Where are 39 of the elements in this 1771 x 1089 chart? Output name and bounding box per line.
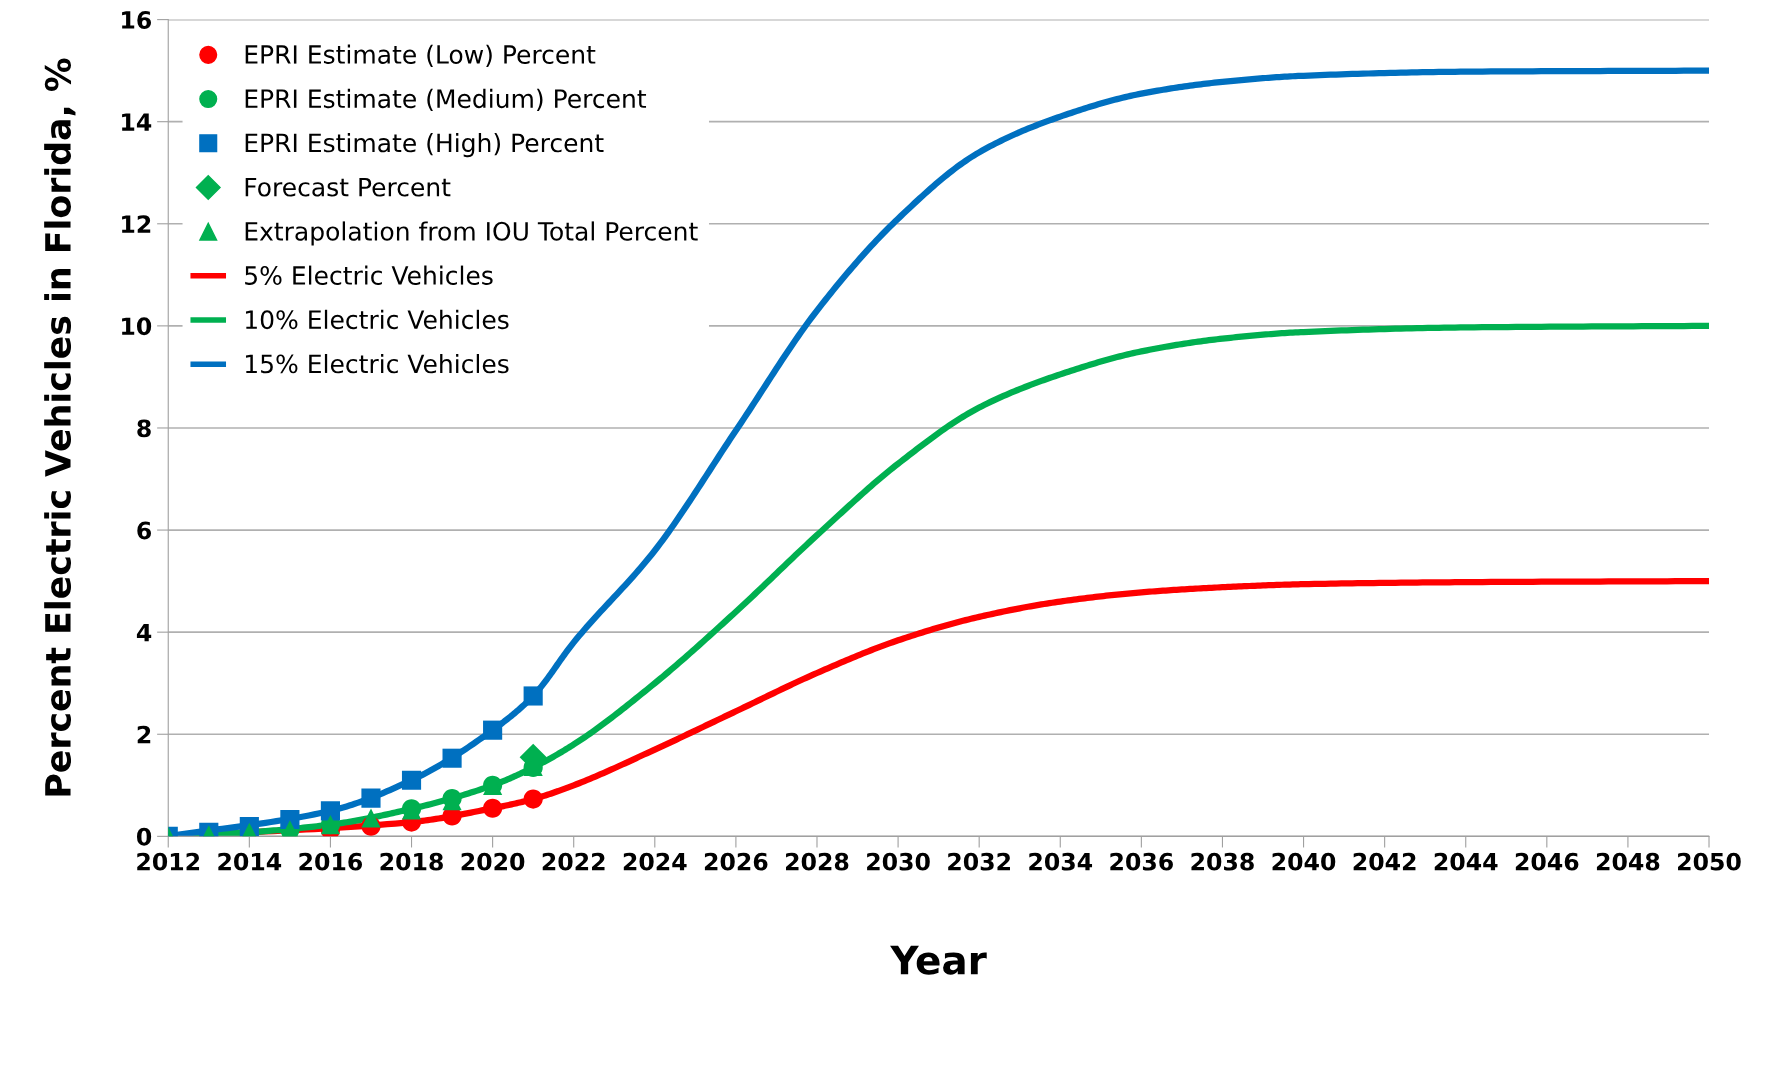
y-tick-label: 0 xyxy=(136,827,152,846)
y-tick-label: 4 xyxy=(136,623,152,642)
legend-label: EPRI Estimate (Low) Percent xyxy=(245,44,596,67)
legend-label: 15% Electric Vehicles xyxy=(245,353,509,374)
y-tick-label: 16 xyxy=(122,11,151,29)
x-tick-label: 2032 xyxy=(948,852,1010,871)
x-tick-label: 2050 xyxy=(1678,852,1741,871)
x-tick-label: 2046 xyxy=(1515,852,1579,871)
x-tick-label: 2038 xyxy=(1191,852,1254,871)
x-tick-label: 2026 xyxy=(704,852,768,871)
y-tick-label: 8 xyxy=(137,419,151,438)
x-tick-label: 2018 xyxy=(380,852,443,871)
y-tick-label: 10 xyxy=(122,317,152,336)
x-tick-label: 2020 xyxy=(461,852,525,871)
x-tick-label: 2016 xyxy=(299,852,363,871)
x-tick-label: 2024 xyxy=(623,852,687,871)
legend-label: 10% Electric Vehicles xyxy=(245,309,509,330)
legend-label: Extrapolation from IOU Total Percent xyxy=(245,221,698,246)
x-tick-label: 2044 xyxy=(1434,852,1498,871)
x-tick-label: 2028 xyxy=(786,852,849,871)
y-axis-title: Percent Electric Vehicles in Florida, % xyxy=(44,58,76,796)
x-tick-label: 2034 xyxy=(1029,852,1093,871)
x-tick-label: 2040 xyxy=(1272,852,1336,871)
y-tick-label: 6 xyxy=(137,521,151,540)
x-tick-label: 2012 xyxy=(137,852,200,871)
legend-label: 5% Electric Vehicles xyxy=(245,265,493,285)
x-tick-label: 2014 xyxy=(218,852,282,871)
legend-label: EPRI Estimate (High) Percent xyxy=(245,132,604,158)
y-tick-label: 14 xyxy=(122,113,152,131)
y-tick-label: 2 xyxy=(137,725,151,744)
x-tick-label: 2036 xyxy=(1110,852,1173,871)
x-tick-label: 2048 xyxy=(1596,852,1660,871)
x-axis-title: Year xyxy=(890,945,987,975)
x-tick-label: 2042 xyxy=(1353,852,1416,871)
y-tick-label: 12 xyxy=(122,215,151,233)
x-tick-label: 2030 xyxy=(867,852,930,871)
x-tick-label: 2022 xyxy=(542,852,605,871)
legend-label: Forecast Percent xyxy=(245,177,451,197)
legend-label: EPRI Estimate (Medium) Percent xyxy=(245,88,647,112)
